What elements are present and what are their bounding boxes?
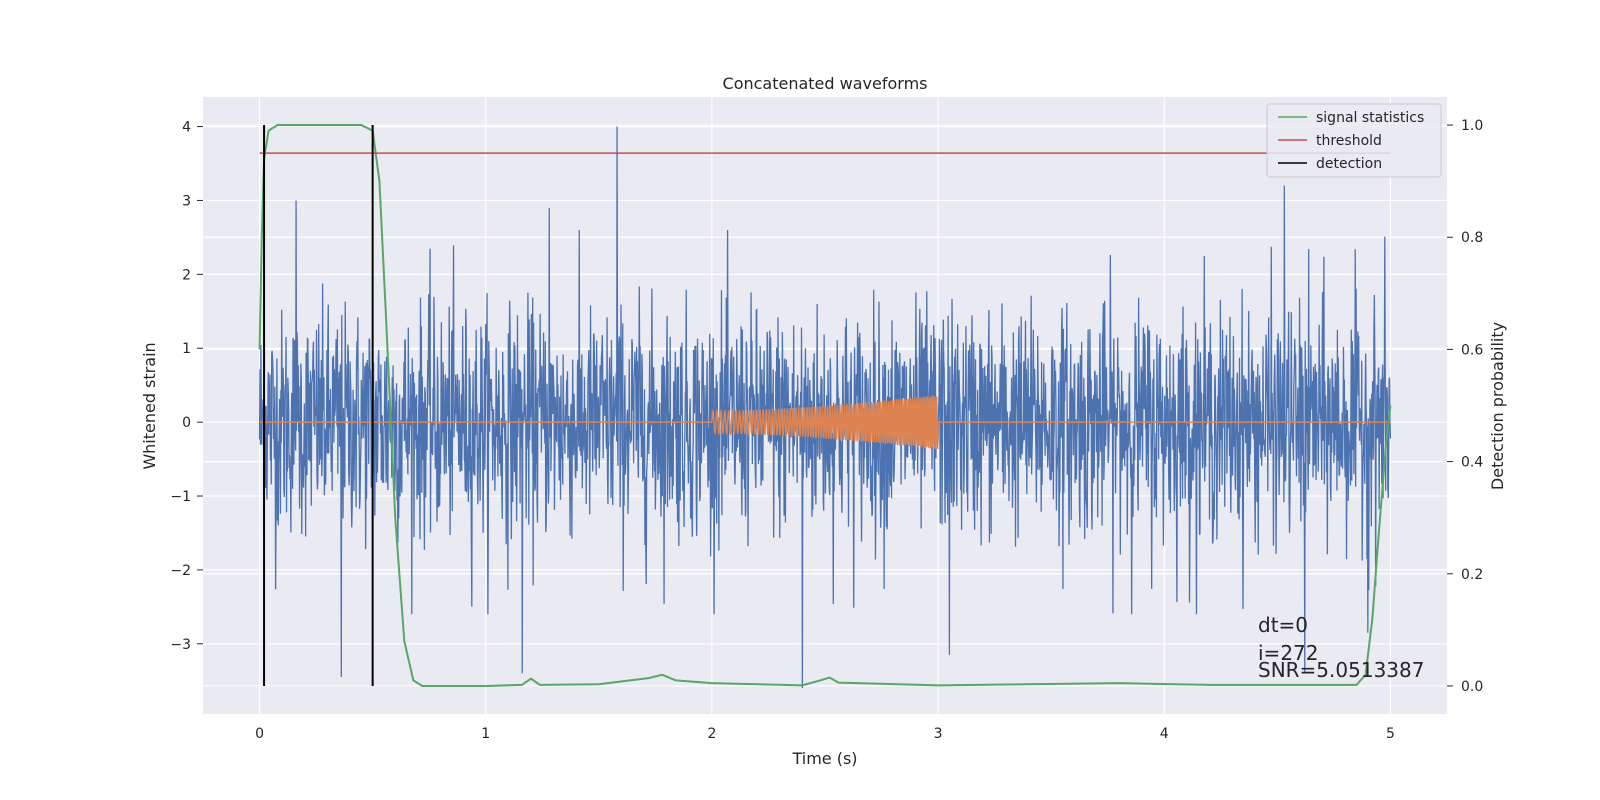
y-tick-label: 0 <box>182 415 191 431</box>
y-tick-label: −2 <box>170 563 191 579</box>
y2-tick-label: 1.0 <box>1461 118 1483 134</box>
legend-label-threshold: threshold <box>1316 133 1382 149</box>
y2-tick-label: 0.4 <box>1461 455 1483 471</box>
legend-label-detection: detection <box>1316 156 1382 172</box>
y-tick-label: 4 <box>182 120 191 136</box>
x-tick-label: 3 <box>934 726 943 742</box>
series-layer <box>258 124 1392 689</box>
y2-tick-label: 0.2 <box>1461 567 1483 583</box>
strain-series <box>258 126 1392 689</box>
y-axis-label: Whitened strain <box>140 342 159 469</box>
chart-title: Concatenated waveforms <box>723 74 928 93</box>
x-tick-label: 2 <box>707 726 716 742</box>
y-axis-ticks: −3 −2 −1 0 1 2 3 4 <box>170 120 203 653</box>
y-tick-label: 2 <box>182 267 191 283</box>
y2-tick-label: 0.0 <box>1461 679 1483 695</box>
template-series <box>259 395 1391 450</box>
annotation-dt: dt=0 <box>1258 613 1308 637</box>
y-tick-label: 3 <box>182 193 191 209</box>
annotation-i: i=272 <box>1258 641 1319 665</box>
y2-tick-label: 0.8 <box>1461 230 1483 246</box>
x-tick-label: 0 <box>255 726 264 742</box>
x-tick-label: 1 <box>481 726 490 742</box>
x-axis-ticks: 0 1 2 3 4 5 <box>255 726 1395 742</box>
x-tick-label: 5 <box>1386 726 1395 742</box>
y-tick-label: 1 <box>182 341 191 357</box>
legend: signal statistics threshold detection <box>1266 103 1442 178</box>
signal-statistics-series <box>258 124 1392 687</box>
x-tick-label: 4 <box>1160 726 1169 742</box>
y2-tick-label: 0.6 <box>1461 342 1483 358</box>
annotation-snr: SNR=5.0513387 <box>1258 658 1424 682</box>
y2-axis-ticks: 0.0 0.2 0.4 0.6 0.8 1.0 <box>1447 118 1483 695</box>
x-axis-label: Time (s) <box>791 749 857 768</box>
legend-label-signal-statistics: signal statistics <box>1316 110 1424 126</box>
legend-box <box>1266 103 1442 178</box>
y-tick-label: −3 <box>170 637 191 653</box>
y2-axis-label: Detection probability <box>1488 322 1507 490</box>
y-tick-label: −1 <box>170 489 191 505</box>
